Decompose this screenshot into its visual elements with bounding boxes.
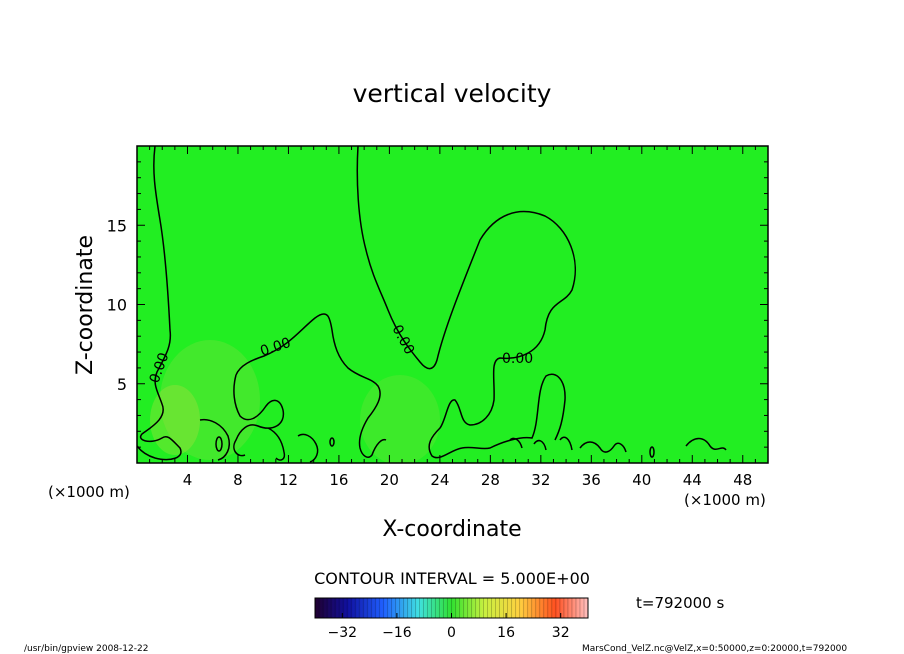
contour-line bbox=[199, 418, 230, 461]
contour-loop bbox=[329, 437, 335, 447]
x-axis-label: X-coordinate bbox=[382, 517, 521, 542]
contour-interval-text: CONTOUR INTERVAL = 5.000E+00 bbox=[314, 569, 590, 588]
field-highlight bbox=[360, 375, 440, 463]
x-tick-label: 44 bbox=[683, 471, 702, 489]
contour-line bbox=[356, 146, 576, 459]
contour-line bbox=[137, 146, 182, 461]
contour-lines bbox=[137, 146, 727, 463]
x-tick-label: 40 bbox=[632, 471, 651, 489]
field-highlight bbox=[150, 385, 200, 455]
colorbar-tick-label: −32 bbox=[328, 625, 358, 641]
colorbar-tick-label: −16 bbox=[382, 625, 412, 641]
x-ticks: 4 8 12 16 20 24 28 32 36 40 44 48 bbox=[149, 146, 756, 489]
colorbar-tick-label: 0 bbox=[447, 625, 456, 641]
contour-line bbox=[235, 313, 387, 458]
y-tick-label: 5 bbox=[117, 375, 127, 394]
contour-label: 0.00 bbox=[502, 351, 533, 367]
x-tick-label: 36 bbox=[582, 471, 601, 489]
x-tick-label: 16 bbox=[329, 471, 348, 489]
x-tick-label: 28 bbox=[481, 471, 500, 489]
footer-right: MarsCond_VelZ.nc@VelZ,x=0:50000,z=0:2000… bbox=[582, 644, 847, 654]
x-tick-label: 12 bbox=[279, 471, 298, 489]
contour-line bbox=[579, 441, 627, 453]
x-tick-label: 20 bbox=[380, 471, 399, 489]
x-tick-label: 48 bbox=[733, 471, 752, 489]
contour-line bbox=[685, 437, 727, 451]
contour-loop bbox=[649, 446, 655, 458]
y-tick-label: 15 bbox=[107, 216, 127, 235]
contour-line bbox=[233, 374, 285, 457]
colorbar-tick-label: 32 bbox=[552, 625, 570, 641]
colorbar-tick-label: 16 bbox=[497, 625, 515, 641]
contour-line bbox=[297, 433, 319, 463]
velocity-field bbox=[137, 146, 768, 463]
contour-line bbox=[267, 427, 286, 461]
time-text: t=792000 s bbox=[636, 594, 724, 612]
y-ticks: 5 10 15 bbox=[107, 161, 768, 448]
y-tick-label: 10 bbox=[107, 296, 127, 315]
x-tick-label: 24 bbox=[430, 471, 449, 489]
x-tick-label: 32 bbox=[531, 471, 550, 489]
x-axis-unit-right: (×1000 m) bbox=[684, 491, 766, 509]
x-tick-label: 8 bbox=[233, 471, 243, 489]
footer-left: /usr/bin/gpview 2008-12-22 bbox=[24, 644, 148, 654]
colorbar-stripes bbox=[318, 598, 585, 618]
y-axis-label: Z-coordinate bbox=[73, 235, 98, 375]
x-tick-label: 4 bbox=[183, 471, 193, 489]
field-highlight bbox=[160, 340, 260, 460]
colorbar-ticks: −32 −16 0 16 32 bbox=[328, 613, 570, 641]
chart-title: vertical velocity bbox=[353, 79, 552, 108]
contour-line bbox=[509, 436, 573, 451]
contour-loop bbox=[215, 436, 223, 452]
x-axis-unit-left: (×1000 m) bbox=[48, 483, 130, 501]
